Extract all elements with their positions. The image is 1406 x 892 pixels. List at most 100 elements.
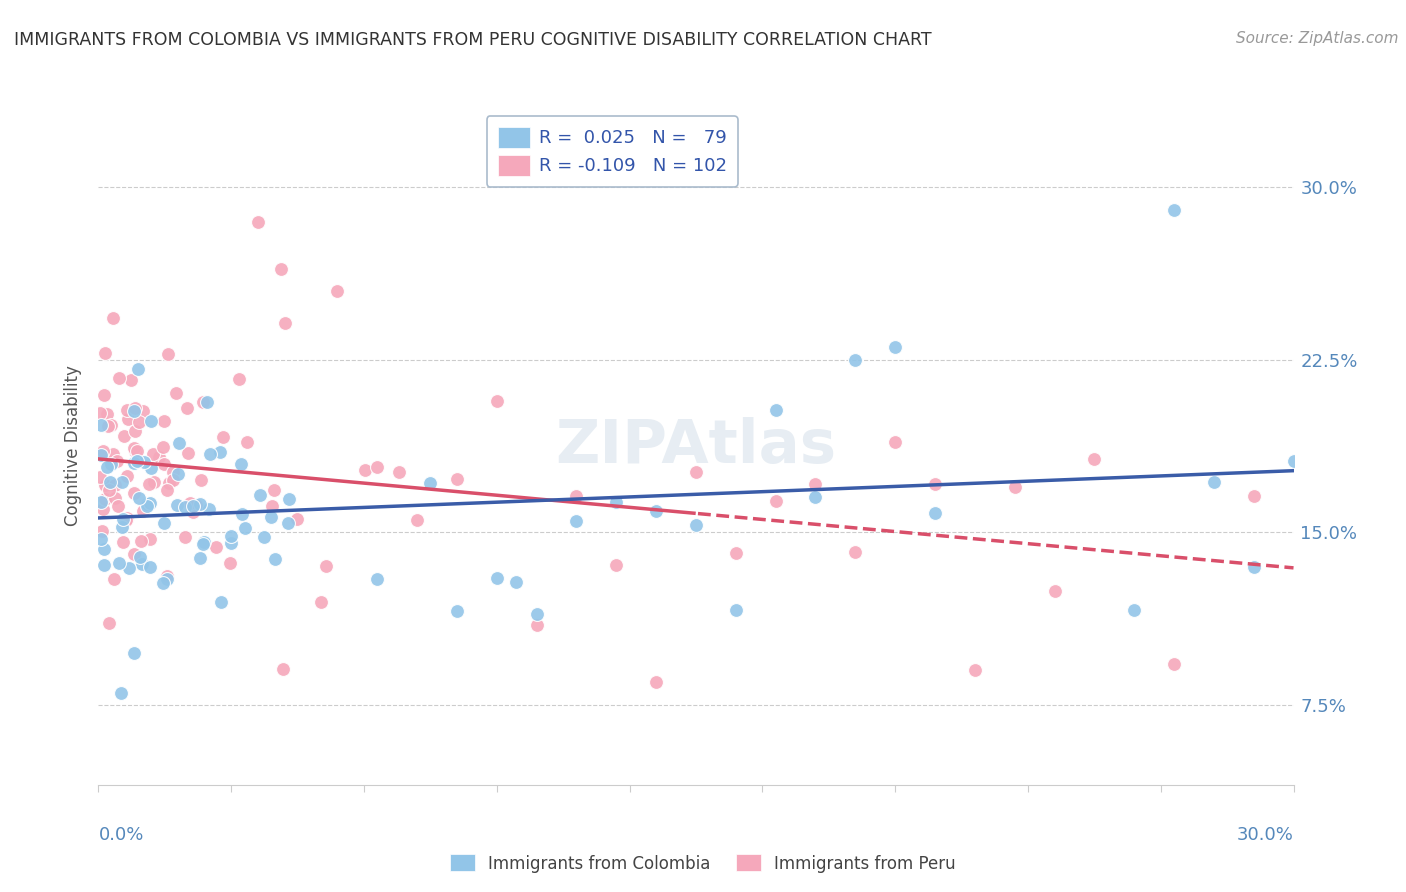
Point — [315, 558, 337, 573]
Point — [100, 475, 122, 489]
Point — [188, 551, 211, 566]
Point — [128, 415, 150, 429]
Point — [247, 215, 270, 229]
Legend: Immigrants from Colombia, Immigrants from Peru: Immigrants from Colombia, Immigrants fro… — [443, 847, 963, 880]
Point — [166, 498, 188, 512]
Point — [127, 444, 149, 458]
Point — [193, 535, 215, 549]
Point — [143, 475, 166, 490]
Point — [89, 406, 111, 420]
Point — [104, 491, 127, 505]
Point — [1004, 480, 1026, 494]
Point — [446, 472, 468, 486]
Point — [645, 674, 668, 689]
Point — [132, 504, 155, 518]
Point — [129, 534, 152, 549]
Point — [152, 440, 174, 454]
Point — [103, 311, 125, 326]
Point — [311, 595, 333, 609]
Point — [156, 573, 179, 587]
Point — [97, 418, 120, 433]
Point — [103, 447, 125, 461]
Point — [219, 529, 242, 543]
Point — [188, 497, 211, 511]
Point — [1202, 475, 1225, 490]
Point — [111, 475, 134, 489]
Point — [117, 411, 139, 425]
Point — [219, 556, 242, 570]
Point — [1083, 452, 1105, 467]
Point — [270, 262, 292, 277]
Point — [366, 459, 388, 474]
Point — [844, 545, 866, 559]
Point — [91, 444, 114, 458]
Point — [124, 443, 146, 458]
Point — [122, 403, 145, 417]
Point — [274, 316, 297, 330]
Point — [765, 402, 787, 417]
Point — [565, 514, 588, 528]
Point — [231, 457, 253, 471]
Point — [184, 498, 207, 512]
Text: 30.0%: 30.0% — [1237, 826, 1294, 845]
Point — [97, 616, 120, 631]
Point — [156, 483, 179, 498]
Point — [118, 561, 141, 575]
Point — [124, 401, 146, 416]
Point — [107, 557, 129, 571]
Point — [135, 499, 157, 513]
Point — [260, 510, 283, 524]
Point — [90, 448, 112, 462]
Point — [127, 362, 149, 376]
Point — [96, 460, 118, 475]
Point — [107, 370, 129, 384]
Point — [262, 499, 284, 513]
Point — [100, 418, 122, 433]
Point — [96, 407, 118, 421]
Point — [264, 552, 287, 566]
Point — [236, 434, 259, 449]
Point — [148, 450, 170, 464]
Point — [111, 520, 134, 534]
Point — [174, 530, 197, 544]
Point — [91, 502, 114, 516]
Point — [605, 558, 627, 572]
Point — [128, 491, 150, 505]
Point — [249, 488, 271, 502]
Point — [165, 386, 187, 401]
Text: Source: ZipAtlas.com: Source: ZipAtlas.com — [1236, 31, 1399, 46]
Point — [153, 516, 176, 530]
Point — [221, 535, 243, 549]
Point — [446, 604, 468, 618]
Point — [485, 571, 508, 585]
Legend: R =  0.025   N =   79, R = -0.109   N = 102: R = 0.025 N = 79, R = -0.109 N = 102 — [486, 116, 738, 186]
Point — [804, 477, 827, 491]
Point — [122, 646, 145, 660]
Point — [191, 395, 214, 409]
Point — [277, 491, 299, 506]
Point — [724, 546, 747, 560]
Point — [685, 466, 707, 480]
Point — [90, 418, 112, 433]
Point — [93, 542, 115, 557]
Point — [198, 502, 221, 516]
Point — [139, 413, 162, 427]
Point — [152, 576, 174, 591]
Point — [90, 494, 112, 508]
Point — [162, 474, 184, 488]
Point — [209, 595, 232, 609]
Point — [924, 506, 946, 520]
Point — [277, 516, 299, 531]
Point — [132, 404, 155, 418]
Point — [844, 352, 866, 367]
Point — [153, 414, 176, 428]
Point — [174, 500, 197, 514]
Text: 0.0%: 0.0% — [98, 826, 143, 845]
Point — [115, 468, 138, 483]
Point — [136, 497, 159, 511]
Point — [884, 435, 907, 450]
Point — [122, 486, 145, 500]
Point — [765, 494, 787, 508]
Point — [924, 477, 946, 491]
Point — [406, 513, 429, 527]
